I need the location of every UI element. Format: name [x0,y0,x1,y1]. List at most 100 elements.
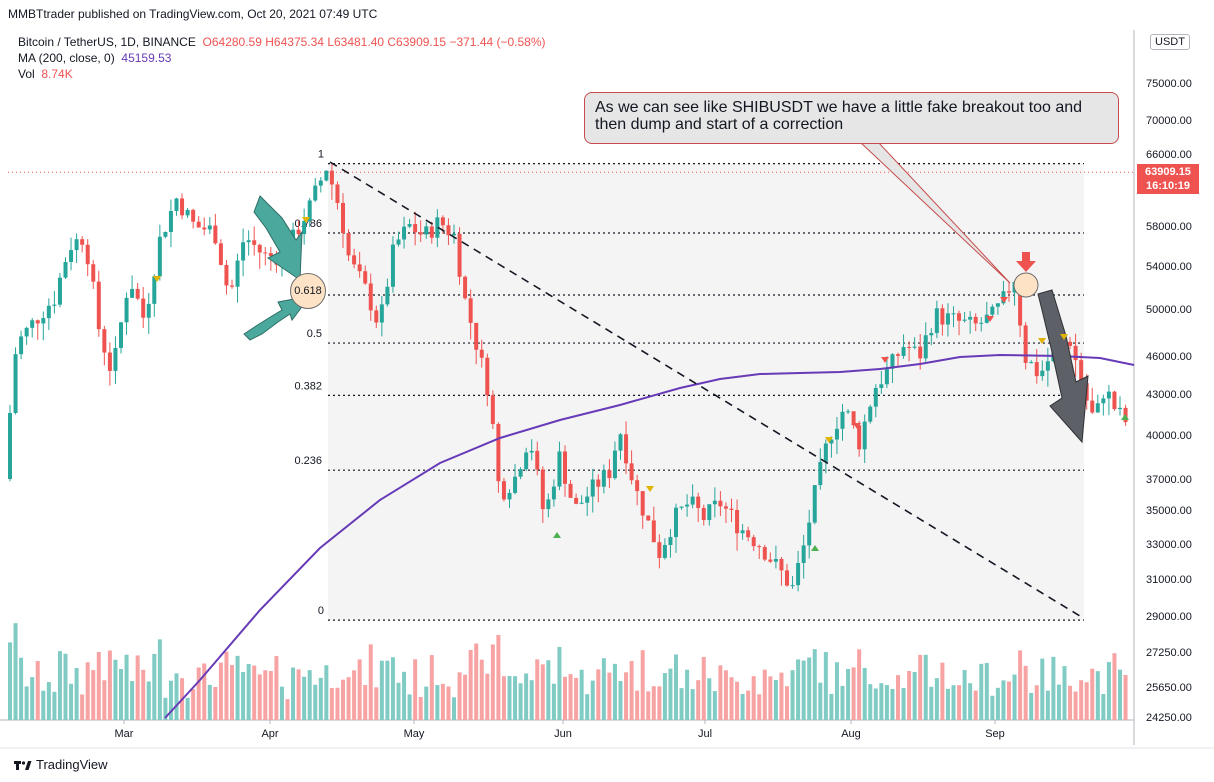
volume-bar [779,672,784,720]
candle-body [13,354,18,413]
signal-triangle-icon [553,532,561,538]
candle-body [873,387,878,407]
signal-triangle-icon [853,423,861,429]
volume-bar [840,685,845,720]
candle-body [235,260,240,287]
candle-body [501,481,506,500]
volume-bar [313,684,318,720]
candle-body [701,507,706,521]
volume-bar [945,688,950,720]
candle-body [740,530,745,534]
candle-body [657,542,662,558]
candle-body [1029,362,1034,364]
volume-bar [185,697,190,720]
volume-bar [801,660,806,720]
trend-line [329,161,1081,617]
volume-bar [890,688,895,720]
candle-body [390,244,395,287]
volume-bar [513,676,518,720]
candle-body [712,500,717,505]
candle-body [407,224,412,227]
candle-body [474,322,479,350]
candle-body [74,239,79,251]
candle-body [579,502,584,504]
candle-body [152,276,157,304]
candle-body [252,240,257,245]
volume-bar [934,678,939,720]
candle-body [302,221,307,235]
volume-bar [624,672,629,720]
volume-bar [807,657,812,720]
last-price-tag: 63909.15 16:10:19 [1137,164,1199,194]
volume-bar [1068,685,1073,720]
price-axis-label: 33000.00 [1146,539,1192,551]
volume-bar [146,681,151,720]
volume-bar [507,675,512,720]
candle-body [102,329,107,353]
volume-bar [24,686,29,720]
volume-bar [474,643,479,720]
candle-body [357,264,362,272]
candle-body [945,313,950,325]
candle-body [990,306,995,315]
volume-bar [113,659,118,720]
volume-bar [241,671,246,720]
candle-body [757,546,762,548]
candle-body [607,470,612,479]
volume-bar [124,654,129,720]
candle-body [651,520,656,543]
volume-bar [224,651,229,720]
candle-body [823,443,828,462]
price-axis-label: 40000.00 [1146,430,1192,442]
candle-body [840,411,845,429]
candle-body [862,421,867,450]
candle-body [590,479,595,497]
volume-bar [851,667,856,720]
candle-body [818,461,823,486]
volume-bar [1018,650,1023,720]
published-line: MMBTtrader published on TradingView.com,… [8,7,378,21]
volume-bar [973,690,978,720]
candle-body [957,313,962,321]
volume-bar [746,690,751,720]
time-axis-label: Mar [115,728,134,740]
volume-bar [279,686,284,720]
volume-bar [1106,662,1111,720]
candle-body [790,585,795,587]
signal-triangle-icon [1038,338,1046,344]
volume-bar [762,669,767,720]
volume-bar [329,687,334,720]
candle-body [690,496,695,505]
volume-bar [923,654,928,720]
volume-bar [757,694,762,720]
volume-bar [252,665,257,720]
price-axis-label: 66000.00 [1146,149,1192,161]
volume-bar [429,655,434,720]
volume-bar [668,668,673,720]
candle-body [568,483,573,498]
candle-body [529,450,534,453]
candle-body [807,522,812,546]
candle-body [557,451,562,487]
volume-bar [679,688,684,720]
candle-body [513,476,518,493]
volume-bar [485,673,490,720]
price-axis-label: 46000.00 [1146,351,1192,363]
volume-bar [773,679,778,720]
candle-body [984,314,989,323]
currency-button[interactable]: USDT [1150,34,1190,50]
candle-body [779,558,784,571]
volume-bar [102,680,107,720]
time-axis-label: Jun [554,728,572,740]
volume-bar [352,670,357,720]
symbol-label: Bitcoin / TetherUS, 1D, BINANCE [18,35,196,49]
candle-body [185,209,190,216]
ohlc-legend: Bitcoin / TetherUS, 1D, BINANCE O64280.5… [18,35,546,49]
candle-body [424,226,429,235]
candle-body [995,303,1000,307]
candle-body [735,509,740,534]
candle-body [951,313,956,315]
volume-bar [524,673,529,720]
signal-triangle-icon [1000,297,1008,303]
